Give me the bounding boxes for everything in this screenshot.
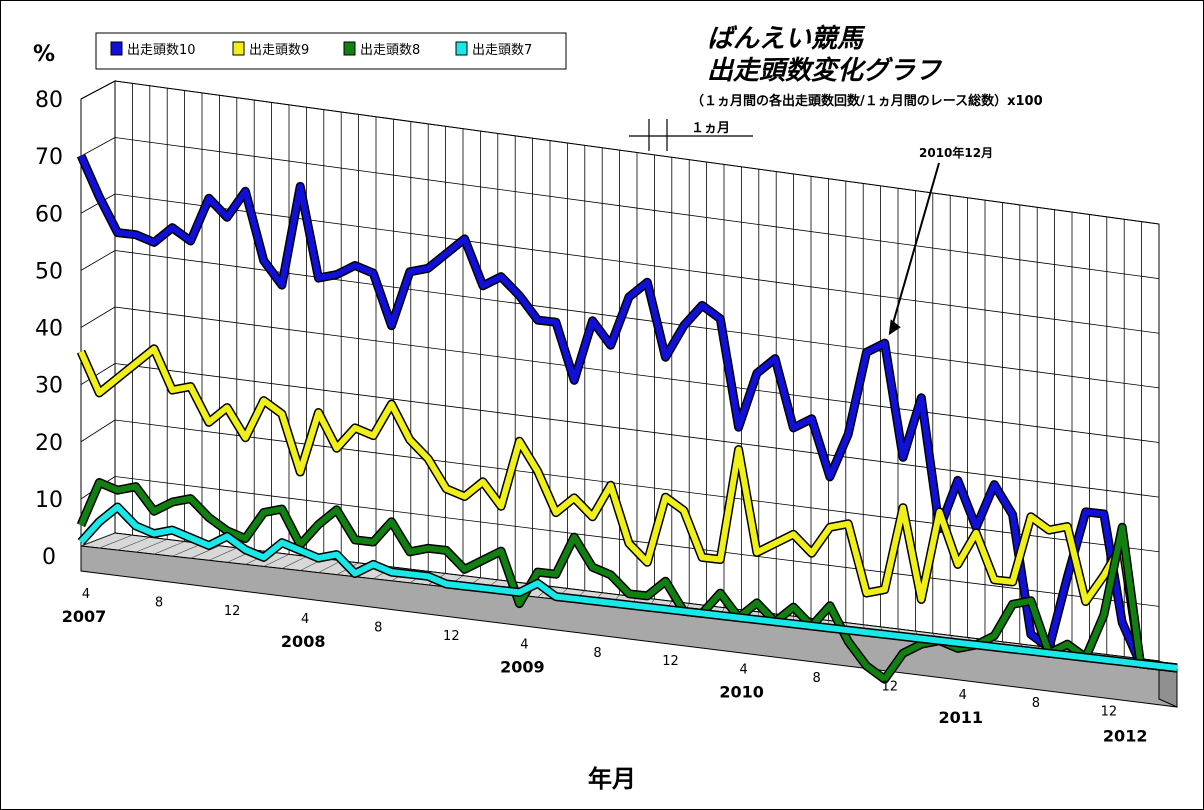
- legend-swatch-3: [455, 41, 468, 56]
- floor-grid: [80, 532, 116, 547]
- floor-grid: [263, 554, 290, 567]
- chart-subtitle: 出走頭数変化グラフ: [707, 56, 943, 86]
- x-month-tick: 4: [82, 587, 90, 602]
- grid-horizontal: [114, 476, 1160, 607]
- legend-label-1: 出走頭数9: [249, 43, 309, 58]
- chart-formula: （１ヵ月間の各出走頭数回数/１ヵ月間のレース総数）x100: [691, 93, 1043, 109]
- floor-grid: [117, 536, 150, 551]
- y-tick-label: 80: [35, 88, 63, 113]
- floor-grid: [99, 534, 133, 549]
- y-axis-label: %: [33, 42, 55, 67]
- x-month-tick: 4: [301, 612, 309, 627]
- series-line-3: [78, 504, 1178, 671]
- series-line-2: [78, 479, 1178, 683]
- legend-label-2: 出走頭数8: [360, 43, 420, 58]
- floor-grid: [172, 543, 203, 557]
- legend-swatch-2: [343, 41, 356, 56]
- grid-horizontal: [80, 250, 116, 271]
- grid-horizontal: [114, 363, 1160, 498]
- x-year-tick: 2007: [62, 607, 107, 626]
- y-tick-label: 60: [35, 202, 63, 227]
- grid-horizontal: [80, 419, 116, 443]
- x-month-tick: 8: [593, 646, 601, 661]
- series-line-1: [78, 345, 1178, 671]
- point-annotation-arrow: [889, 162, 940, 332]
- x-month-tick: 8: [155, 595, 163, 610]
- grid-horizontal: [114, 250, 1160, 389]
- x-month-tick: 12: [443, 629, 460, 644]
- point-annotation-label: 2010年12月: [919, 145, 993, 160]
- grid-horizontal: [114, 137, 1160, 280]
- x-month-tick: 12: [662, 654, 679, 669]
- legend-box: [95, 32, 567, 70]
- x-month-tick: 4: [739, 663, 747, 678]
- floor-grid: [318, 560, 342, 573]
- floor-grid: [153, 541, 185, 555]
- point-annotation-arrowhead: [888, 319, 901, 336]
- grid-horizontal: [114, 306, 1160, 443]
- grid-horizontal: [114, 80, 1160, 225]
- month-annotation-label: １ヵ月: [691, 121, 730, 136]
- x-year-tick: 2012: [1103, 727, 1148, 746]
- grid-horizontal: [80, 137, 116, 157]
- floor-grid: [135, 539, 168, 553]
- grid-horizontal: [80, 80, 116, 100]
- floor-grid: [190, 545, 220, 559]
- y-tick-label: 40: [35, 317, 63, 342]
- legend-swatch-0: [110, 41, 123, 56]
- y-tick-label: 10: [35, 488, 63, 513]
- x-axis-label: 年月: [588, 765, 636, 793]
- legend-label-0: 出走頭数10: [127, 43, 196, 58]
- x-year-tick: 2009: [500, 657, 545, 676]
- x-year-tick: 2010: [719, 683, 764, 702]
- chart-title: ばんえい競馬: [707, 24, 866, 54]
- legend-label-3: 出走頭数7: [472, 43, 532, 58]
- x-month-tick: 4: [520, 637, 528, 652]
- y-tick-label: 20: [35, 431, 63, 456]
- x-year-tick: 2011: [939, 708, 984, 727]
- y-tick-label: 0: [42, 545, 56, 570]
- grid-horizontal: [80, 306, 116, 328]
- x-month-tick: 8: [374, 621, 382, 636]
- legend-swatch-1: [232, 41, 245, 56]
- y-tick-label: 50: [35, 259, 63, 284]
- x-month-tick: 12: [224, 604, 241, 619]
- y-tick-label: 70: [35, 145, 63, 170]
- y-tick-label: 30: [35, 374, 63, 399]
- x-month-tick: 8: [813, 671, 821, 686]
- x-year-tick: 2008: [281, 632, 326, 651]
- series-line-0: [78, 154, 1178, 671]
- grid-horizontal: [114, 193, 1160, 334]
- floor-grid: [208, 547, 237, 561]
- x-month-tick: 8: [1032, 696, 1040, 711]
- grid-horizontal: [80, 363, 116, 385]
- x-month-tick: 12: [1101, 705, 1118, 720]
- x-month-tick: 4: [959, 688, 967, 703]
- floor-grid: [281, 556, 307, 569]
- x-month-tick: 12: [881, 679, 898, 694]
